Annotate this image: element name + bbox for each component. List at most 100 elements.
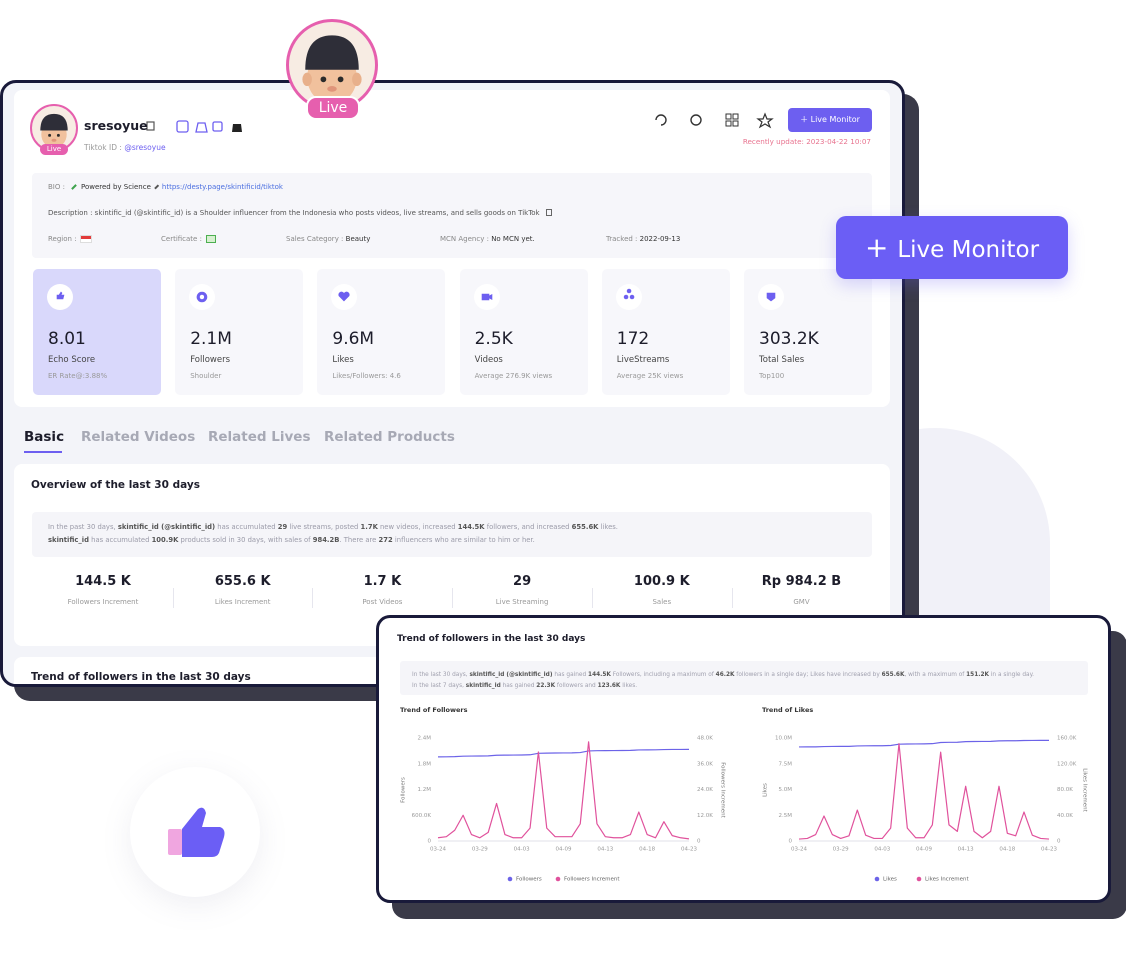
summary-highlight: 655.6K: [571, 522, 599, 531]
description-text: Description : skintific_id (@skintific_i…: [48, 208, 540, 217]
stat-value: 2.5K: [474, 328, 513, 349]
trend-summary-box: [400, 661, 1088, 695]
tiktok-id: Tiktok ID : @sresoyue: [84, 143, 166, 152]
legend-marker: [874, 876, 880, 882]
y-tick-label: 10.0M: [775, 736, 792, 742]
summary-text: , with a maximum of: [904, 671, 967, 678]
tab[interactable]: Related Products: [324, 428, 455, 445]
x-tick-label: 04-18: [639, 847, 655, 853]
section-title: Trend of followers in the last 30 days: [31, 670, 251, 683]
stat-icon: [758, 284, 784, 310]
bio-label: BIO :: [48, 182, 65, 191]
metric-divider: [312, 588, 314, 608]
x-tick-label: 03-29: [833, 847, 849, 853]
y-axis-title: Followers: [401, 777, 407, 803]
stat-glyph: [481, 293, 492, 301]
x-tick-label: 04-18: [999, 847, 1015, 853]
tab[interactable]: Related Videos: [81, 428, 196, 445]
metric-label: Live Streaming: [495, 597, 549, 606]
stat-glyph: [338, 291, 350, 302]
summary-text: Followers, including a maximum of: [610, 671, 716, 678]
legend-label: Followers: [516, 877, 542, 883]
y-tick-label: 0: [789, 839, 793, 845]
info-field: Tracked : 2022-09-13: [606, 235, 680, 243]
trend-card: Trend of followers in the last 30 days In…: [376, 615, 1111, 903]
summary-text: In the past 30 days,: [48, 522, 118, 531]
stat-icon: [473, 284, 500, 310]
y-tick-label: 2.5M: [779, 813, 793, 819]
video-icon: [212, 121, 223, 132]
stat-value: 9.6M: [332, 328, 375, 349]
bio-link[interactable]: https://desty.page/skintificid/tiktok: [161, 182, 283, 191]
x-tick-label: 04-23: [1041, 847, 1057, 853]
summary-highlight: skintific_id: [48, 535, 89, 544]
summary-text: new videos, increased: [377, 522, 458, 531]
refresh-icon[interactable]: [655, 114, 667, 126]
metric-divider: [172, 588, 174, 608]
y-tick-label: 12.0K: [697, 813, 713, 819]
legend-label: Likes Increment: [925, 877, 969, 883]
series-line: [437, 741, 690, 840]
stat-value: 303.2K: [759, 328, 819, 349]
field-label: Region :: [48, 234, 77, 243]
summary-text: followers, and increased: [484, 522, 572, 531]
metric-value: 100.9 K: [633, 574, 690, 590]
stat-note: ER Rate@:3.88%: [48, 371, 108, 380]
y-tick-label: 24.0K: [697, 787, 713, 793]
link-icon[interactable]: [690, 114, 702, 126]
summary-highlight: 1.7K: [360, 522, 378, 531]
plus-icon: +: [864, 231, 898, 264]
summary-text: products sold in 30 days, with sales of: [178, 535, 313, 544]
summary-highlight: 151.2K: [966, 671, 989, 678]
metric-value: 655.6 K: [214, 574, 271, 590]
summary-highlight: 984.2B: [312, 535, 340, 544]
flag-icon: [79, 234, 92, 243]
y-tick-label: 1.8M: [418, 761, 432, 767]
summary-text: likes.: [598, 522, 618, 531]
metric-value: 29: [513, 574, 532, 590]
section-title: Overview of the last 30 days: [31, 478, 200, 491]
grid-icon[interactable]: [725, 113, 739, 127]
summary-line: In the past 30 days, skintific_id (@skin…: [48, 523, 618, 531]
stat-value: 2.1M: [190, 328, 232, 349]
x-tick-label: 04-09: [556, 847, 572, 853]
stat-note: Top100: [759, 371, 785, 380]
y-tick-label: 120.0K: [1057, 761, 1077, 767]
summary-text: live streams, posted: [287, 522, 361, 531]
summary-text: has gained: [500, 682, 537, 689]
y-tick-label: 48.0K: [697, 736, 713, 742]
field-label: MCN Agency :: [440, 234, 489, 243]
large-avatar-badge: Live: [306, 96, 360, 120]
profile-name: sresoyue: [84, 117, 148, 133]
pen-icon: [154, 184, 159, 190]
metric-divider: [452, 588, 454, 608]
field-value: No MCN yet.: [491, 234, 535, 243]
stat-value: 8.01: [48, 328, 86, 349]
tab[interactable]: Related Lives: [208, 428, 311, 445]
shop-icon: [176, 120, 189, 133]
action-icons: [655, 112, 774, 129]
series-line: [798, 739, 1050, 748]
info-field: Certificate :: [161, 234, 216, 243]
recent-update: Recently update: 2023-04-22 10:07: [742, 136, 871, 146]
y-tick-label: 0: [428, 839, 432, 845]
copy-icon: [545, 209, 552, 217]
tab[interactable]: Basic: [24, 428, 65, 445]
button-label: Live Monitor: [897, 237, 1040, 263]
stat-label: Followers: [190, 354, 231, 365]
floating-live-monitor-button[interactable]: + Live Monitor: [836, 216, 1068, 279]
series-line: [437, 748, 690, 758]
metric-value: Rp 984.2 B: [761, 574, 842, 590]
thumb-icon: [168, 807, 225, 857]
y-tick-label: 1.2M: [418, 787, 432, 793]
live-monitor-button[interactable]: ＋ Live Monitor: [788, 108, 872, 132]
y-tick-label: 600.0K: [412, 813, 432, 819]
star-icon[interactable]: [756, 112, 774, 129]
tab-underline: [24, 451, 62, 453]
summary-text: likes.: [620, 682, 638, 689]
summary-highlight: 46.2K: [715, 671, 735, 678]
stat-value: 172: [616, 328, 650, 349]
info-field: MCN Agency : No MCN yet.: [440, 235, 535, 243]
id-value: @sresoyue: [124, 142, 166, 152]
